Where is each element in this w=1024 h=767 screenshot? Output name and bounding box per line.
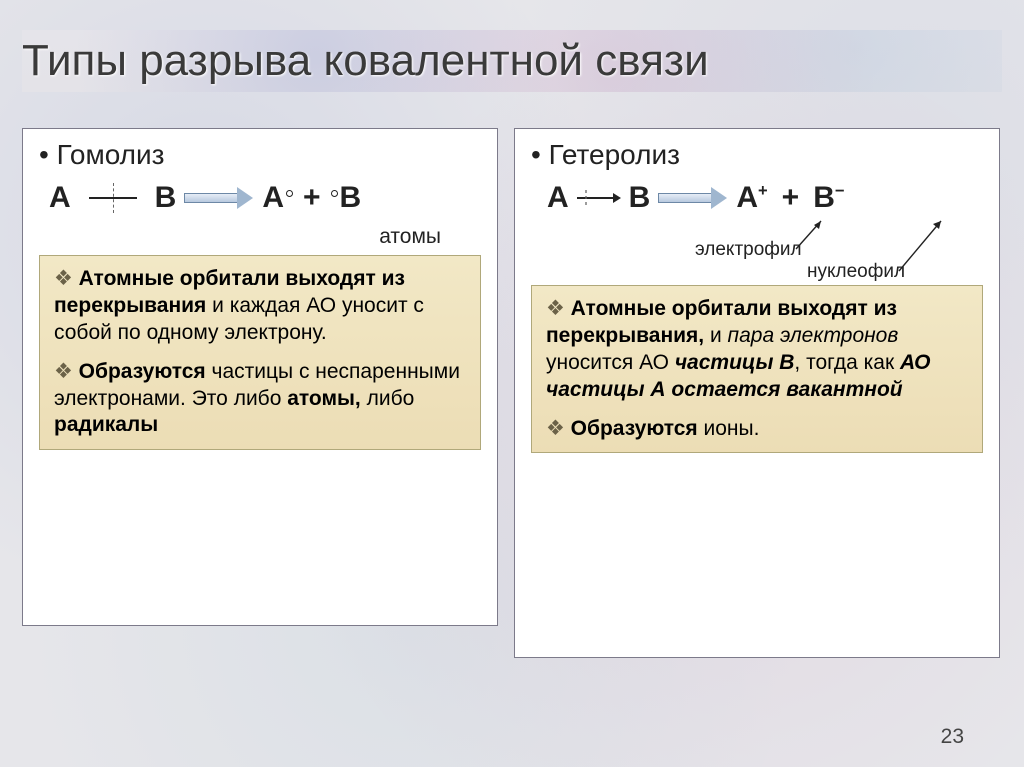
electrophile-label: электрофил: [695, 239, 802, 261]
product-anion: B−: [813, 181, 844, 215]
charge: −: [835, 182, 845, 200]
homolysis-description-box: Атомные орбитали выходят из перекрывания…: [39, 255, 481, 450]
heterolysis-panel: Гетеролиз A B A+ + B−: [514, 128, 1000, 658]
heterolysis-equation: A B A+ + B−: [547, 181, 983, 215]
text: пара электронов: [728, 324, 899, 347]
nucleophile-label: нуклеофил: [807, 261, 905, 283]
text: , тогда как: [794, 351, 900, 374]
reaction-arrow-icon: [184, 187, 254, 209]
radical-dot-icon: [331, 190, 338, 197]
heterolysis-description-box: Атомные орбитали выходят из перекрывания…: [531, 285, 983, 453]
page-number: 23: [941, 725, 964, 749]
bond-homolytic-break-icon: [89, 197, 137, 199]
homolysis-panel: Гомолиз A B A + B атомы Атомные орбитали…: [22, 128, 498, 626]
species-b: B: [155, 181, 177, 215]
bond-heterolytic-arrow-icon: [577, 197, 621, 199]
text: частицы В: [675, 351, 795, 374]
radical-dot-icon: [286, 190, 293, 197]
text: B: [813, 181, 835, 214]
homolysis-desc-1: Атомные орбитали выходят из перекрывания…: [54, 266, 466, 347]
text: либо: [361, 387, 415, 410]
text: Образуются: [79, 360, 206, 383]
product-b-radical: B: [329, 181, 362, 215]
heterolysis-desc-2: Образуются ионы.: [546, 416, 968, 443]
text: Образуются: [571, 417, 698, 440]
homolysis-heading: Гомолиз: [39, 139, 481, 171]
homolysis-equation: A B A + B: [49, 181, 481, 215]
text: уносится АО: [546, 351, 675, 374]
plus-sign: +: [782, 181, 800, 215]
plus-sign: +: [303, 181, 321, 215]
heterolysis-desc-1: Атомные орбитали выходят из перекрывания…: [546, 296, 968, 404]
heterolysis-heading: Гетеролиз: [531, 139, 983, 171]
ion-labels: электрофил нуклеофил: [531, 215, 983, 279]
text: A: [736, 181, 758, 214]
text: и: [704, 324, 727, 347]
species-a: A: [547, 181, 569, 215]
charge: +: [758, 182, 768, 200]
text: радикалы: [54, 413, 158, 436]
product-cation: A+: [736, 181, 767, 215]
text: ионы.: [698, 417, 760, 440]
atoms-label: атомы: [39, 225, 441, 249]
product-a-radical: A: [262, 181, 295, 215]
homolysis-desc-2: Образуются частицы с неспаренными электр…: [54, 359, 466, 440]
reaction-arrow-icon: [658, 187, 728, 209]
species-b: B: [629, 181, 651, 215]
text: атомы,: [287, 387, 361, 410]
species-a: A: [49, 181, 71, 215]
content-area: Гомолиз A B A + B атомы Атомные орбитали…: [22, 128, 1002, 658]
slide-title: Типы разрыва ковалентной связи: [22, 30, 1002, 92]
